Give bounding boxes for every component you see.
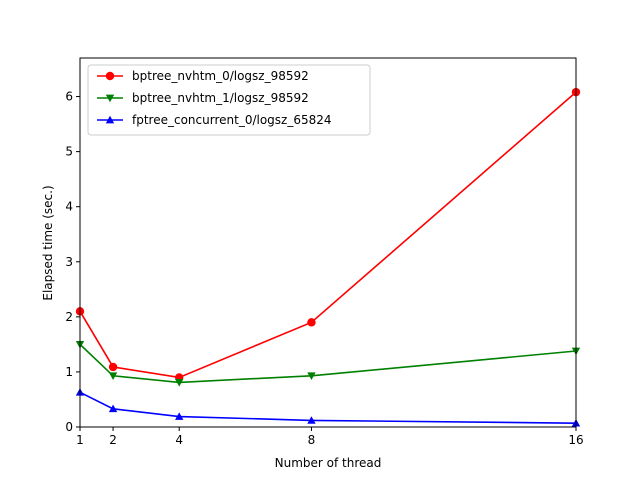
- legend-label: fptree_concurrent_0/logsz_65824: [132, 113, 332, 127]
- legend-box: [87, 64, 371, 136]
- y-tick-label: 5: [65, 145, 73, 159]
- y-tick-label: 0: [65, 420, 73, 434]
- legend-marker: [105, 94, 115, 103]
- legend-item: bptree_nvhtm_1/logsz_98592: [97, 91, 309, 105]
- y-tick-label: 4: [65, 200, 73, 214]
- x-tick-label: 1: [76, 433, 84, 447]
- series-2: [75, 341, 581, 387]
- data-point: [175, 412, 184, 420]
- series-line: [79, 343, 577, 384]
- series-layer: [75, 87, 581, 427]
- legend-label: bptree_nvhtm_0/logsz_98592: [132, 69, 309, 83]
- y-axis-label: Elapsed time (sec.): [41, 185, 55, 300]
- x-tick-label: 4: [175, 433, 183, 447]
- x-tick-label: 8: [308, 433, 316, 447]
- x-tick-label: 2: [109, 433, 117, 447]
- legend-marker: [105, 71, 115, 81]
- data-point: [307, 416, 316, 424]
- legend-label: bptree_nvhtm_1/logsz_98592: [132, 91, 309, 105]
- data-point: [108, 372, 118, 380]
- y-tick-label: 3: [65, 255, 73, 269]
- legend: bptree_nvhtm_0/logsz_98592 bptree_nvhtm_1…: [87, 64, 371, 136]
- y-tick-label: 2: [65, 310, 73, 324]
- x-tick-label: 16: [568, 433, 583, 447]
- data-point: [175, 379, 184, 387]
- plot-frame: [79, 57, 577, 428]
- data-point: [108, 362, 118, 372]
- y-tick-label: 6: [65, 90, 73, 104]
- legend-item: bptree_nvhtm_0/logsz_98592: [97, 69, 309, 83]
- legend-marker: [105, 115, 115, 124]
- data-point: [307, 372, 316, 380]
- series-3: [75, 388, 581, 427]
- y-tick-label: 1: [65, 365, 73, 379]
- legend-item: fptree_concurrent_0/logsz_65824: [97, 113, 332, 127]
- data-point: [108, 404, 118, 413]
- x-axis-label: Number of thread: [275, 456, 382, 470]
- data-point: [307, 318, 316, 327]
- series-line: [79, 391, 577, 424]
